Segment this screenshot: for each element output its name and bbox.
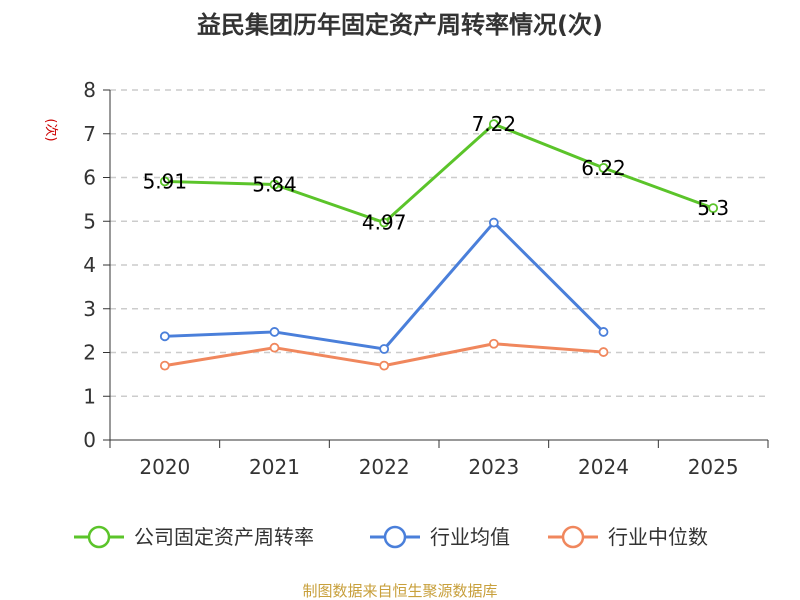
y-tick-label: 0 [83, 428, 96, 452]
y-tick-label: 7 [83, 122, 96, 146]
axes: 0 1 2 3 4 5 6 7 8 2020 2021 2022 2023 2024 2025 [83, 78, 769, 479]
legend-marker [383, 525, 407, 549]
y-tick-label: 1 [83, 384, 96, 408]
data-point [379, 344, 390, 354]
data-point [598, 327, 609, 337]
legend-marker [87, 525, 111, 549]
legend-label: 行业中位数 [608, 525, 708, 549]
data-label: 5.3 [697, 196, 729, 220]
data-point [488, 338, 499, 349]
data-point [269, 327, 280, 337]
series-line [164, 122, 714, 225]
data-point [269, 342, 280, 353]
data-label: 5.91 [143, 169, 188, 193]
data-label: 5.84 [252, 173, 297, 197]
data-labels: 5.91 5.84 4.97 7.22 6.22 5.3 [143, 112, 730, 234]
x-tick-label: 2022 [359, 455, 410, 479]
y-tick-label: 4 [83, 253, 96, 277]
data-point [488, 119, 499, 130]
data-point [708, 203, 719, 214]
x-tick-label: 2021 [249, 455, 300, 479]
y-axis-label: (次) [43, 118, 59, 141]
x-tick-label: 2023 [468, 455, 519, 479]
data-point [269, 179, 280, 190]
y-tick-label: 2 [83, 341, 96, 365]
y-tick-label: 6 [83, 166, 96, 190]
y-tick-label: 8 [83, 78, 96, 102]
data-label: 4.97 [362, 211, 407, 235]
x-tick-label: 2020 [139, 455, 190, 479]
data-point [159, 331, 170, 342]
source-note: 制图数据来自恒生聚源数据库 [302, 582, 497, 600]
data-point [159, 176, 170, 187]
data-point [488, 217, 499, 228]
x-tick-label: 2024 [578, 455, 629, 479]
series-line [164, 221, 605, 351]
legend-label: 公司固定资产周转率 [134, 525, 314, 549]
legend-marker [561, 525, 585, 549]
legend: 公司固定资产周转率 行业均值 行业中位数 [74, 525, 708, 549]
data-label: 7.22 [472, 112, 517, 136]
legend-label: 行业均值 [430, 525, 510, 549]
data-point [379, 360, 390, 371]
y-tick-label: 3 [83, 297, 96, 321]
data-label: 6.22 [581, 156, 626, 180]
data-point [598, 162, 609, 173]
gridlines [110, 89, 768, 397]
data-point [379, 217, 390, 228]
y-tick-label: 5 [83, 209, 96, 233]
series-group [159, 119, 719, 371]
x-tick-label: 2025 [688, 455, 739, 479]
data-point [598, 347, 609, 357]
data-point [159, 360, 170, 371]
chart-title: 益民集团历年固定资产周转率情况(次) [197, 11, 603, 39]
